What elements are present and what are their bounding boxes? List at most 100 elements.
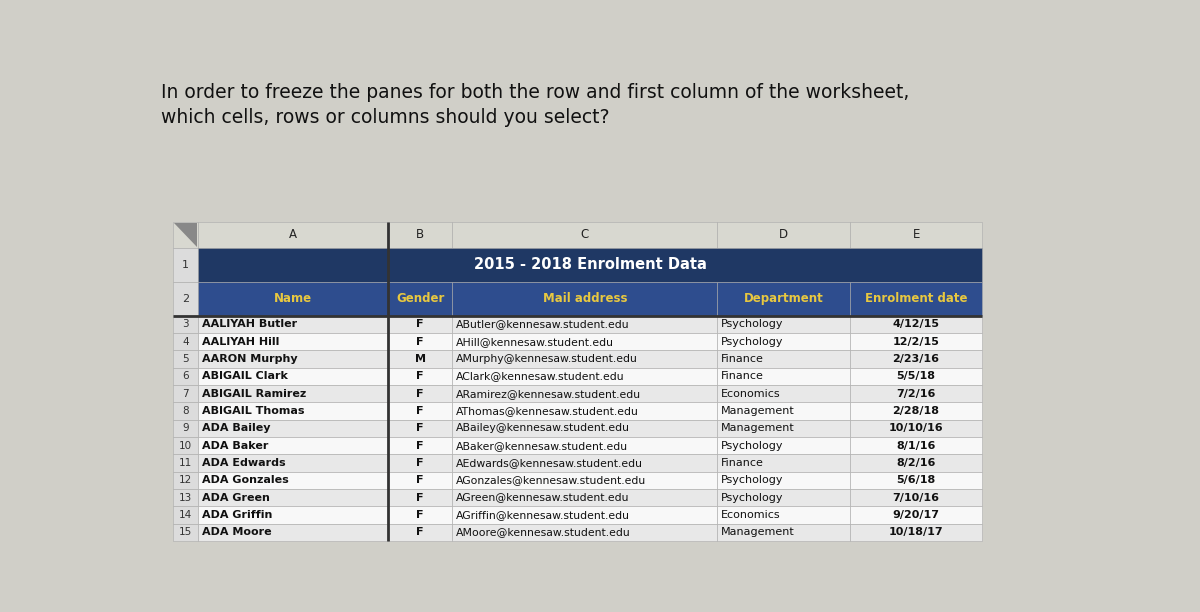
Bar: [850, 282, 983, 316]
Bar: [718, 437, 850, 454]
Bar: [718, 420, 850, 437]
Bar: [452, 506, 718, 524]
Text: AGreen@kennesaw.student.edu: AGreen@kennesaw.student.edu: [456, 493, 630, 502]
Bar: [452, 316, 718, 333]
Bar: [198, 333, 388, 350]
Bar: [718, 454, 850, 472]
Text: Name: Name: [274, 292, 312, 305]
Bar: [388, 506, 452, 524]
Bar: [198, 350, 388, 368]
Bar: [452, 333, 718, 350]
Text: 2/28/18: 2/28/18: [893, 406, 940, 416]
Text: ABIGAIL Thomas: ABIGAIL Thomas: [202, 406, 305, 416]
Bar: [198, 437, 388, 454]
Text: Management: Management: [721, 424, 794, 433]
Bar: [198, 506, 388, 524]
Bar: [452, 472, 718, 489]
Text: 5/6/18: 5/6/18: [896, 476, 936, 485]
Bar: [388, 489, 452, 506]
Text: Management: Management: [721, 406, 794, 416]
Text: M: M: [415, 354, 426, 364]
Text: ARamirez@kennesaw.student.edu: ARamirez@kennesaw.student.edu: [456, 389, 641, 398]
Bar: [850, 524, 983, 541]
Text: E: E: [912, 228, 919, 241]
Bar: [173, 524, 198, 541]
Bar: [452, 402, 718, 420]
Bar: [388, 333, 452, 350]
Text: 8/1/16: 8/1/16: [896, 441, 936, 450]
Bar: [198, 368, 388, 385]
Bar: [388, 437, 452, 454]
Text: AMoore@kennesaw.student.edu: AMoore@kennesaw.student.edu: [456, 528, 631, 537]
Text: 3: 3: [182, 319, 190, 329]
Bar: [388, 524, 452, 541]
Text: AALIYAH Butler: AALIYAH Butler: [202, 319, 298, 329]
Bar: [173, 248, 198, 282]
Text: F: F: [416, 510, 424, 520]
Text: ABIGAIL Clark: ABIGAIL Clark: [202, 371, 288, 381]
Bar: [173, 316, 198, 333]
Bar: [718, 524, 850, 541]
Bar: [452, 385, 718, 402]
Text: Psychology: Psychology: [721, 337, 784, 346]
Text: 2: 2: [182, 294, 190, 304]
Text: F: F: [416, 458, 424, 468]
Text: Psychology: Psychology: [721, 476, 784, 485]
Text: Mail address: Mail address: [542, 292, 628, 305]
Bar: [718, 385, 850, 402]
Text: 8: 8: [182, 406, 190, 416]
Bar: [198, 385, 388, 402]
Bar: [173, 437, 198, 454]
Text: 4: 4: [182, 337, 190, 346]
Bar: [452, 350, 718, 368]
Bar: [388, 368, 452, 385]
Text: Psychology: Psychology: [721, 319, 784, 329]
Text: ADA Bailey: ADA Bailey: [202, 424, 270, 433]
Text: AThomas@kennesaw.student.edu: AThomas@kennesaw.student.edu: [456, 406, 638, 416]
Text: AClark@kennesaw.student.edu: AClark@kennesaw.student.edu: [456, 371, 625, 381]
Text: 4/12/15: 4/12/15: [893, 319, 940, 329]
Text: 5/5/18: 5/5/18: [896, 371, 936, 381]
Bar: [452, 524, 718, 541]
Text: 12: 12: [179, 476, 192, 485]
Text: C: C: [581, 228, 589, 241]
Text: 15: 15: [179, 528, 192, 537]
Bar: [388, 316, 452, 333]
Bar: [452, 489, 718, 506]
Text: Finance: Finance: [721, 371, 764, 381]
Bar: [388, 282, 452, 316]
Bar: [388, 420, 452, 437]
Bar: [173, 402, 198, 420]
Text: 7/10/16: 7/10/16: [893, 493, 940, 502]
Text: Economics: Economics: [721, 389, 781, 398]
Text: AEdwards@kennesaw.student.edu: AEdwards@kennesaw.student.edu: [456, 458, 643, 468]
Text: 14: 14: [179, 510, 192, 520]
Bar: [718, 333, 850, 350]
Text: 13: 13: [179, 493, 192, 502]
Text: AGonzales@kennesaw.student.edu: AGonzales@kennesaw.student.edu: [456, 476, 647, 485]
Bar: [850, 454, 983, 472]
Text: Enrolment date: Enrolment date: [865, 292, 967, 305]
Bar: [850, 368, 983, 385]
Text: 2/23/16: 2/23/16: [893, 354, 940, 364]
Bar: [850, 420, 983, 437]
Text: Economics: Economics: [721, 510, 781, 520]
Bar: [173, 333, 198, 350]
Bar: [173, 350, 198, 368]
Text: ADA Gonzales: ADA Gonzales: [202, 476, 289, 485]
Bar: [173, 222, 198, 248]
Bar: [388, 385, 452, 402]
Bar: [452, 454, 718, 472]
Text: Gender: Gender: [396, 292, 444, 305]
Bar: [850, 316, 983, 333]
Text: 10/18/17: 10/18/17: [889, 528, 943, 537]
Text: 9: 9: [182, 424, 190, 433]
Text: F: F: [416, 424, 424, 433]
Bar: [173, 385, 198, 402]
Bar: [198, 222, 388, 248]
Bar: [850, 222, 983, 248]
Bar: [850, 333, 983, 350]
Bar: [173, 368, 198, 385]
Bar: [718, 472, 850, 489]
Text: 2015 - 2018 Enrolment Data: 2015 - 2018 Enrolment Data: [474, 257, 707, 272]
